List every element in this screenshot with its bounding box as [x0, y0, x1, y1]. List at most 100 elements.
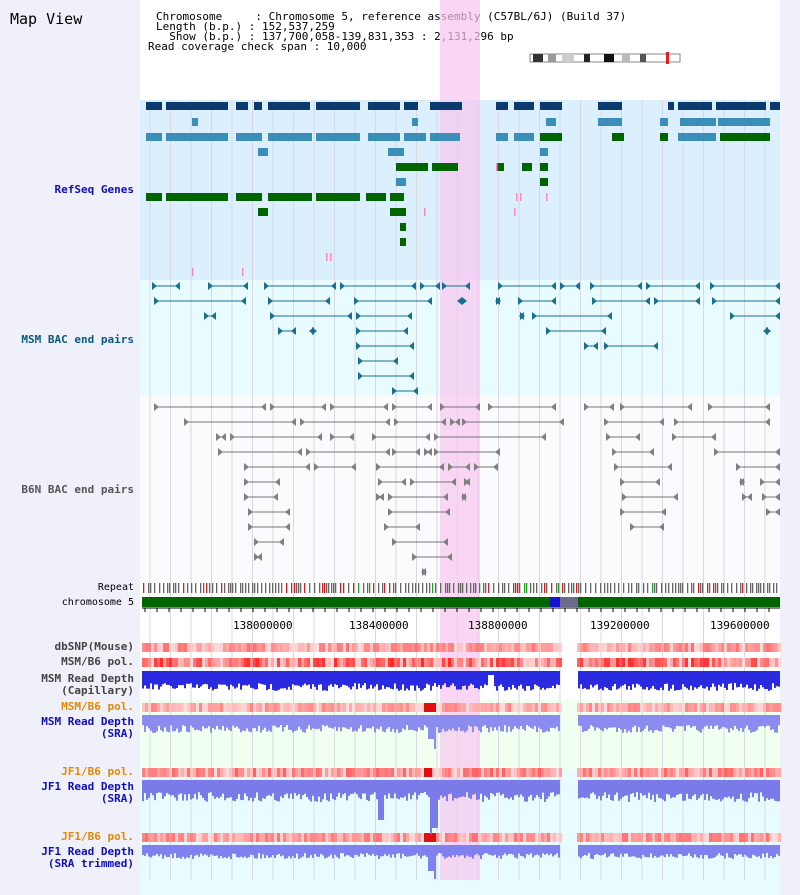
depth-bar [558, 671, 560, 685]
depth-bar [216, 671, 218, 689]
pol-cell [721, 658, 724, 667]
depth-bar [712, 671, 714, 684]
depth-bar [518, 845, 520, 854]
gene [496, 102, 508, 110]
pol-cell [301, 833, 304, 842]
depth-bar [264, 780, 266, 799]
pol-cell [232, 658, 235, 667]
depth-bar [514, 715, 516, 727]
msm-depth-cap-label: MSM Read Depth (Capillary) [41, 672, 134, 697]
depth-bar [468, 671, 470, 686]
pol-cell [631, 703, 634, 712]
depth-bar [672, 671, 674, 685]
pol-cell [436, 768, 439, 777]
depth-bar [520, 715, 522, 727]
depth-bar [646, 845, 648, 858]
pol-cell [343, 643, 346, 652]
bac-end-arrow [392, 403, 397, 411]
depth-bar [160, 715, 162, 731]
depth-bar [762, 715, 764, 727]
bac-end-arrow [661, 508, 666, 516]
gene [268, 193, 312, 201]
pol-cell [739, 643, 742, 652]
depth-bar [254, 715, 256, 729]
depth-bar [162, 845, 164, 859]
depth-bar [610, 671, 612, 691]
pol-cell [580, 833, 583, 842]
pol-cell [259, 703, 262, 712]
bac-end-arrow [708, 403, 713, 411]
pol-cell [475, 768, 478, 777]
depth-bar [326, 671, 328, 691]
depth-bar [280, 715, 282, 726]
repeat-mark [536, 583, 538, 593]
repeat-mark [643, 583, 645, 593]
depth-bar [650, 845, 652, 854]
pol-cell [514, 643, 517, 652]
pol-cell [700, 768, 703, 777]
depth-bar [768, 715, 770, 726]
depth-bar [680, 845, 682, 855]
pol-cell [760, 833, 763, 842]
depth-bar [432, 845, 434, 871]
bac-end-arrow [551, 297, 556, 305]
depth-bar [588, 845, 590, 854]
depth-bar [618, 845, 620, 858]
depth-bar [286, 671, 288, 690]
depth-bar [526, 780, 528, 802]
pol-cell [631, 833, 634, 842]
repeat-mark [242, 583, 244, 593]
pol-cell [385, 703, 388, 712]
pol-cell [679, 768, 682, 777]
repeat-mark [432, 583, 434, 593]
repeat-track[interactable] [143, 583, 778, 593]
pol-cell [202, 703, 205, 712]
pol-cell [154, 658, 157, 667]
depth-bar [284, 715, 286, 727]
depth-bar [628, 671, 630, 687]
pol-cell [154, 833, 157, 842]
b6n-bac-track[interactable] [154, 403, 780, 576]
highlight-region[interactable] [440, 0, 480, 880]
depth-bar [650, 780, 652, 800]
pol-cell [718, 833, 721, 842]
depth-bar [692, 715, 694, 727]
depth-bar [390, 845, 392, 858]
pol-cell [295, 643, 298, 652]
pol-cell [727, 833, 730, 842]
depth-bar [288, 845, 290, 857]
polymorphism-tracks[interactable] [142, 643, 781, 842]
chromosome-bar[interactable] [142, 597, 780, 607]
bac-end-arrow [254, 538, 259, 546]
depth-bar [310, 845, 312, 856]
depth-bar [186, 845, 188, 858]
pol-cell [631, 768, 634, 777]
msm-bac-track[interactable] [152, 282, 780, 395]
pol-cell [322, 658, 325, 667]
depth-bar [584, 715, 586, 732]
pol-cell [643, 833, 646, 842]
bac-end-arrow [330, 433, 335, 441]
repeat-mark [707, 583, 709, 593]
refseq-genes-track[interactable] [146, 102, 780, 276]
gene [540, 133, 562, 141]
pol-cell [736, 643, 739, 652]
chromosome-ideogram[interactable] [529, 52, 681, 64]
pol-cell [535, 658, 538, 667]
repeat-mark [378, 583, 380, 593]
depth-bar [450, 780, 452, 794]
pol-cell [619, 658, 622, 667]
depth-bar [196, 845, 198, 855]
pol-cell [307, 643, 310, 652]
read-depth-tracks[interactable] [142, 671, 780, 879]
depth-bar [368, 715, 370, 729]
pol-cell [166, 643, 169, 652]
pol-cell [454, 658, 457, 667]
pol-cell [478, 833, 481, 842]
pol-cell [487, 768, 490, 777]
depth-bar [682, 715, 684, 727]
depth-bar [632, 715, 634, 728]
depth-bar [590, 715, 592, 726]
pol-cell [403, 703, 406, 712]
